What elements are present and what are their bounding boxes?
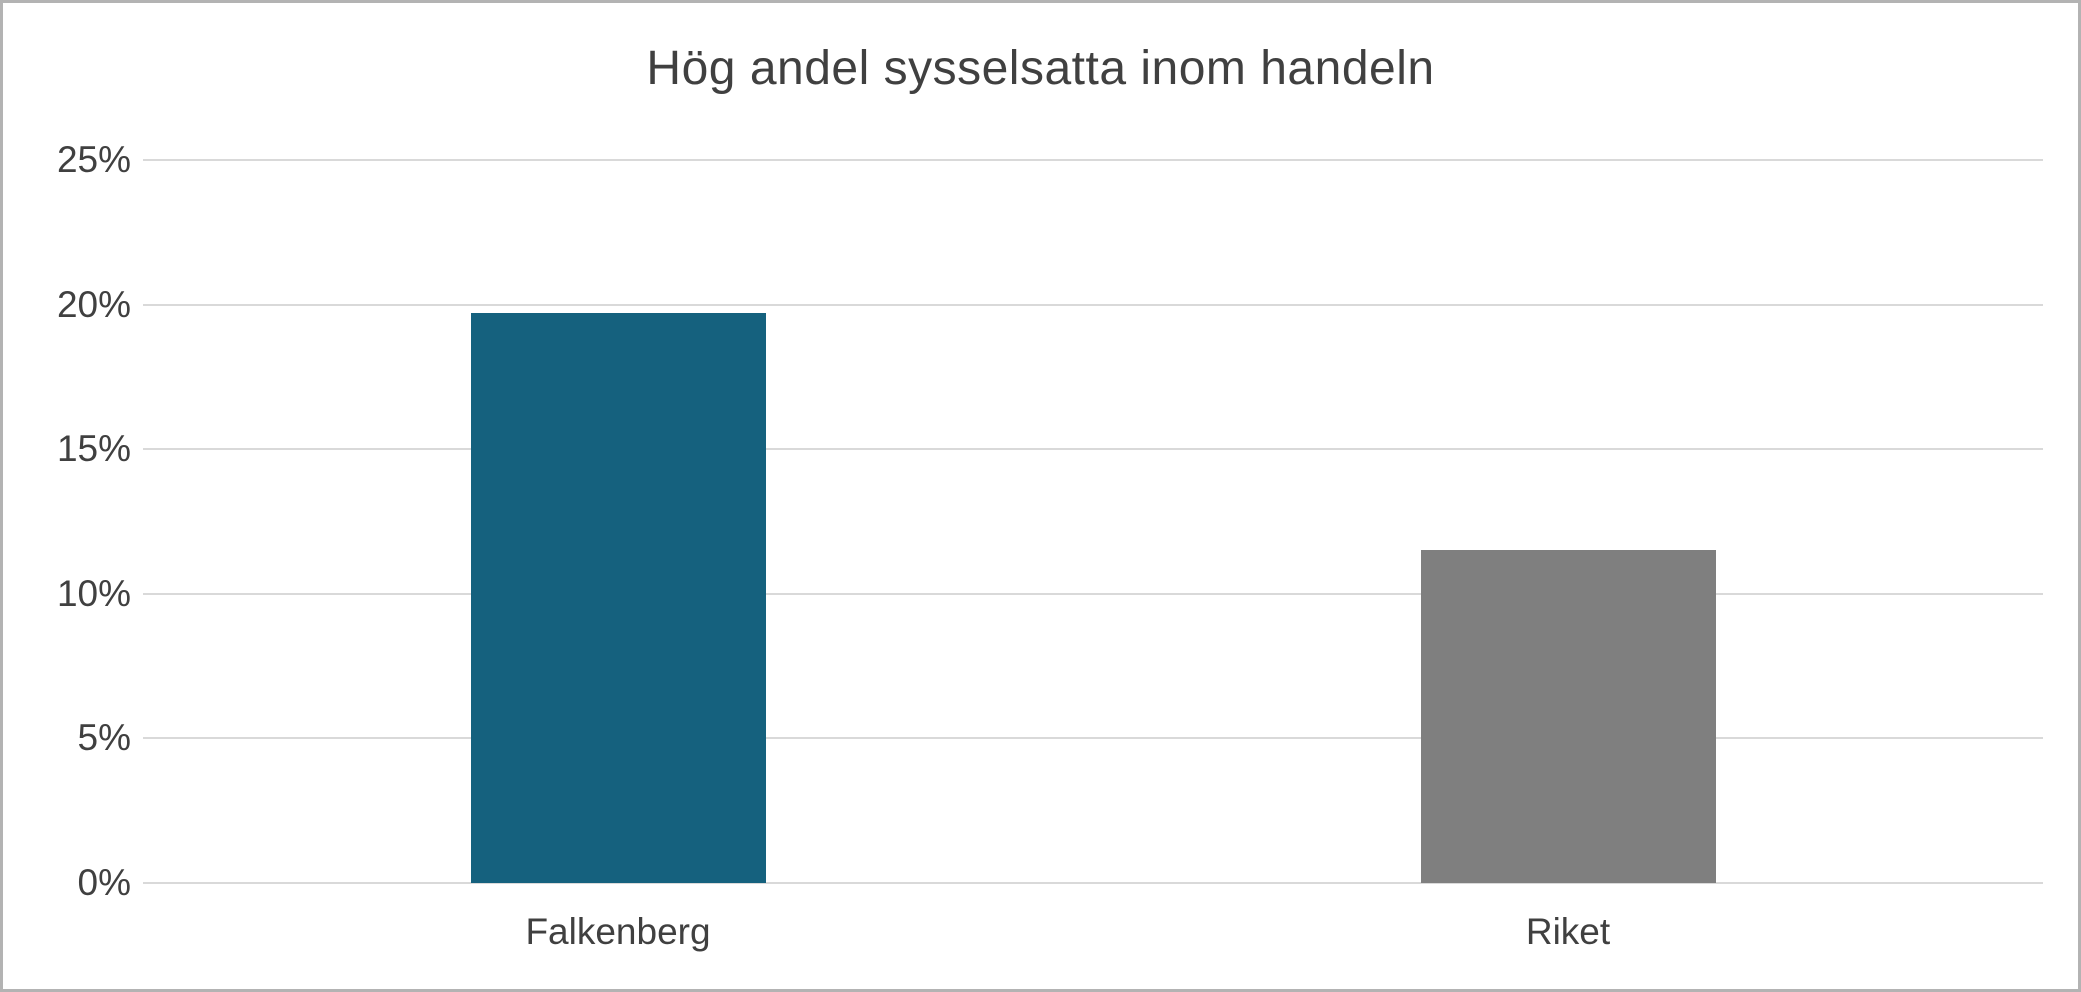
y-axis-tick-label: 5% (77, 717, 131, 759)
chart-title: Hög andel sysselsatta inom handeln (646, 42, 1435, 95)
y-axis-tick-label: 20% (56, 283, 131, 325)
gridline-15pct (143, 448, 2043, 451)
gridline-25pct (143, 159, 2043, 161)
y-axis-tick-label: 25% (56, 139, 131, 180)
gridline-10pct (143, 592, 2043, 595)
gridline-5pct (143, 737, 2043, 740)
x-axis-category-label: Riket (1525, 911, 1611, 952)
bar-riket (1420, 550, 1716, 883)
y-axis-tick-label: 15% (56, 428, 131, 470)
bar-falkenberg (470, 313, 766, 883)
gridline-0pct (143, 882, 2043, 884)
gridline-20pct (143, 303, 2043, 306)
y-axis-tick-label: 0% (77, 862, 131, 903)
y-axis-tick-label: 10% (56, 572, 131, 614)
plot-area: 0% 5% 10% 15% 20% 25% Falkenberg Riket (3, 3, 2078, 989)
x-axis-category-label: Falkenberg (525, 911, 711, 952)
